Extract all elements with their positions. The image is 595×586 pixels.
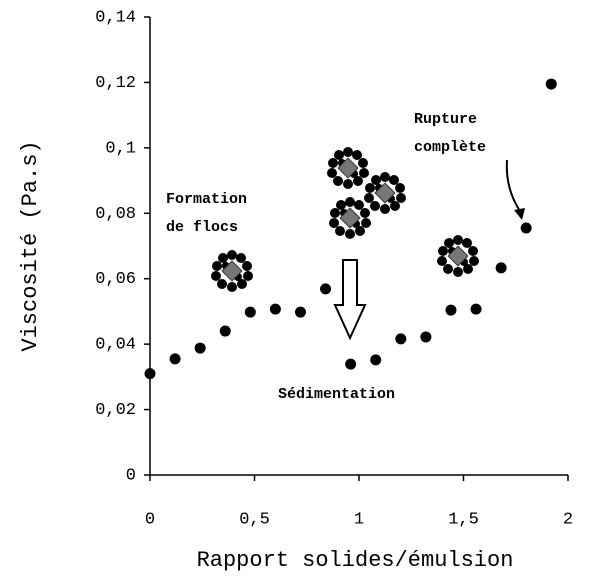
sedimentation-arrow <box>333 259 367 341</box>
x-tick-label: 1 <box>354 510 364 529</box>
point <box>169 353 181 365</box>
point <box>520 222 532 234</box>
point <box>495 262 507 274</box>
y-axis-label: Viscosité (Pa.s) <box>18 140 43 351</box>
y-tick-label: 0,1 <box>105 139 136 158</box>
annotation: Rupture <box>414 111 477 128</box>
point <box>320 283 332 295</box>
point <box>269 303 281 315</box>
point <box>445 304 457 316</box>
point <box>545 78 557 90</box>
y-tick-label: 0,06 <box>95 270 136 289</box>
x-axis-label: Rapport solides/émulsion <box>197 548 514 573</box>
y-tick-label: 0,12 <box>95 74 136 93</box>
point <box>244 306 256 318</box>
rupture-arrow <box>505 159 523 215</box>
point <box>144 368 156 380</box>
point <box>194 342 206 354</box>
annotation: de flocs <box>166 219 238 236</box>
rupture-arrowhead <box>514 208 525 220</box>
x-tick-label: 0,5 <box>239 510 270 529</box>
y-tick-label: 0,08 <box>95 205 136 224</box>
annotation: Formation <box>166 191 247 208</box>
x-tick-label: 0 <box>145 510 155 529</box>
y-tick-label: 0 <box>126 466 136 485</box>
point <box>395 333 407 345</box>
x-tick-label: 1,5 <box>448 510 479 529</box>
point <box>420 331 432 343</box>
point <box>219 325 231 337</box>
x-tick-label: 2 <box>563 510 573 529</box>
point <box>370 354 382 366</box>
point <box>470 303 482 315</box>
y-tick-label: 0,04 <box>95 336 136 355</box>
annotation: complète <box>414 139 486 156</box>
y-tick-label: 0,14 <box>95 8 136 27</box>
point <box>294 306 306 318</box>
annotation: Sédimentation <box>278 386 395 403</box>
point <box>345 358 357 370</box>
y-tick-label: 0,02 <box>95 401 136 420</box>
